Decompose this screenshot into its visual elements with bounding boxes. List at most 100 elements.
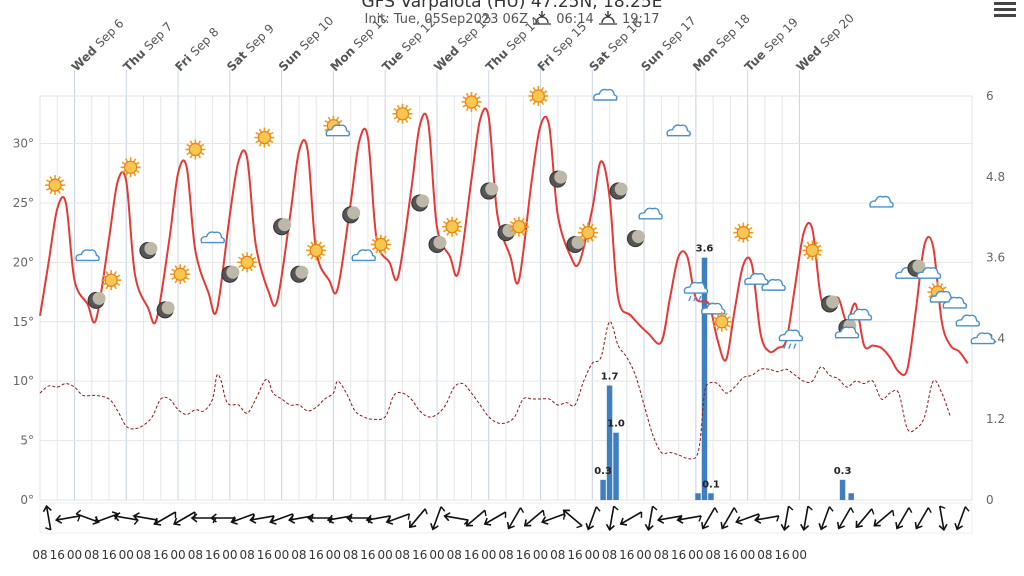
precip-bar: [695, 493, 701, 500]
x-hour-label: 16: [619, 548, 634, 562]
x-hour-label: 00: [481, 548, 496, 562]
wind-barb: [174, 511, 177, 518]
wind-shaft: [541, 513, 566, 523]
moon-icon: [156, 301, 175, 319]
precip-bar: [701, 257, 708, 500]
sunrise-icon: [532, 11, 552, 25]
wind-arrow-icon: [540, 513, 566, 525]
cloud-shape: [700, 302, 726, 315]
moon-icon: [626, 230, 645, 248]
wind-shaft: [56, 515, 81, 521]
sun-ray: [582, 237, 586, 242]
wind-head: [42, 504, 52, 513]
sun-ray: [59, 187, 65, 191]
cloud-icon: [666, 124, 691, 137]
wind-head: [287, 514, 296, 524]
wind-arrow-icon: [523, 509, 545, 527]
sun-ray: [174, 279, 178, 284]
sun-ray: [266, 142, 271, 147]
cloud-shape: [593, 88, 618, 101]
sun-disc: [736, 226, 750, 240]
wind-shaft: [820, 506, 831, 530]
x-hour-label: 08: [550, 548, 565, 562]
wind-arrow-icon: [873, 509, 895, 527]
cloud-shape: [778, 329, 804, 342]
y-right-tick-label: 1.2: [986, 412, 1005, 426]
wind-barb: [595, 506, 601, 512]
sun-ray: [258, 142, 263, 147]
x-hour-label: 00: [636, 548, 651, 562]
sun-icon: [711, 311, 732, 332]
wind-barb: [75, 509, 82, 515]
wind-arrow-icon: [855, 508, 875, 529]
moon-lit: [295, 265, 309, 279]
sun-ray: [443, 221, 448, 225]
sun-icon: [170, 264, 191, 285]
wind-arrow-icon: [836, 507, 855, 530]
wind-arrow-icon: [483, 511, 507, 526]
day-label: Fri Sep 15: [535, 19, 590, 74]
sun-ray: [121, 161, 126, 165]
wind-barb: [871, 508, 875, 515]
y-left-tick-label: 20°: [13, 255, 34, 269]
wind-barb: [714, 507, 719, 514]
wind-arrow-icon: [619, 511, 643, 526]
moon-icon: [290, 265, 309, 283]
wind-head: [619, 517, 628, 526]
sun-ray: [407, 116, 412, 120]
sun-ray: [375, 249, 379, 254]
sun-ray: [407, 108, 412, 112]
wind-barb: [94, 516, 98, 523]
cloud-shape: [955, 314, 981, 327]
wind-barb: [77, 515, 81, 522]
wind-barb: [613, 505, 619, 511]
x-hour-label: 16: [516, 548, 531, 562]
x-hour-label: 08: [757, 548, 772, 562]
precip-bar: [708, 493, 714, 500]
x-hour-label: 08: [343, 548, 358, 562]
wind-shaft: [721, 507, 735, 529]
sun-disc: [395, 107, 410, 121]
moon-lit: [347, 206, 361, 220]
moon-lit: [485, 182, 499, 196]
wind-arrow-icon: [895, 507, 913, 530]
sun-ray: [105, 284, 109, 290]
wind-arrow-icon: [585, 506, 601, 531]
sun-ray: [324, 120, 329, 124]
sun-ray: [241, 253, 245, 258]
x-hour-label: 16: [671, 548, 686, 562]
sun-ray: [446, 231, 450, 236]
cloud-icon: [75, 249, 100, 262]
x-hour-label: 00: [792, 548, 807, 562]
wind-barb: [828, 506, 834, 512]
sun-ray: [396, 104, 401, 110]
wind-head: [249, 514, 257, 524]
wind-shaft: [658, 515, 682, 521]
wind-barb: [45, 527, 51, 531]
wind-barb: [520, 507, 525, 514]
sun-ray: [186, 151, 191, 156]
chart-menu-button[interactable]: [994, 2, 1016, 18]
sun-ray: [121, 169, 126, 173]
x-hour-label: 00: [740, 548, 755, 562]
sun-ray: [942, 286, 947, 290]
sun-ray: [371, 238, 377, 243]
precip-value-label: 0.3: [834, 466, 852, 477]
x-hour-label: 08: [84, 548, 99, 562]
y-right-tick-label: 4.8: [986, 170, 1005, 184]
wind-head: [443, 512, 451, 522]
sun-ray: [324, 128, 329, 132]
sun-ray: [814, 241, 819, 246]
sun-ray: [543, 98, 548, 102]
sun-ray: [255, 131, 260, 136]
sun-ray: [532, 100, 537, 106]
sun-ray: [269, 139, 274, 144]
x-hour-label: 00: [222, 548, 237, 562]
day-label: Sat Sep 16: [587, 16, 645, 74]
wind-shaft: [409, 508, 426, 528]
x-hour-label: 08: [654, 548, 669, 562]
wind-arrow-icon: [701, 507, 719, 530]
wind-head: [269, 516, 277, 525]
sun-ray: [124, 172, 129, 177]
